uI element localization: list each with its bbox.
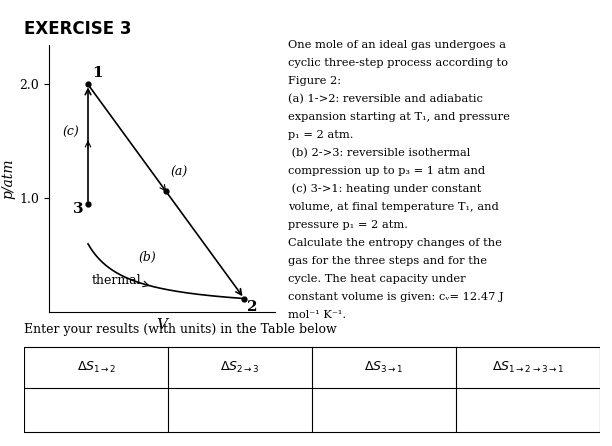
- Text: cyclic three-step process according to: cyclic three-step process according to: [288, 58, 507, 68]
- Text: expansion starting at T₁, and pressure: expansion starting at T₁, and pressure: [288, 112, 510, 122]
- Text: 1: 1: [92, 66, 103, 80]
- Text: EXERCISE 3: EXERCISE 3: [24, 20, 132, 38]
- Text: 2: 2: [247, 300, 258, 314]
- Text: (c) 3->1: heating under constant: (c) 3->1: heating under constant: [288, 184, 481, 194]
- Text: thermal: thermal: [92, 274, 141, 287]
- Text: $\Delta S_{1\rightarrow2}$: $\Delta S_{1\rightarrow2}$: [76, 360, 116, 375]
- Text: (c): (c): [62, 126, 80, 139]
- Text: One mole of an ideal gas undergoes a: One mole of an ideal gas undergoes a: [288, 40, 506, 50]
- Text: cycle. The heat capacity under: cycle. The heat capacity under: [288, 273, 465, 284]
- Text: (b): (b): [139, 251, 157, 264]
- Text: $\Delta S_{2\rightarrow3}$: $\Delta S_{2\rightarrow3}$: [220, 360, 260, 375]
- Text: Calculate the entropy changes of the: Calculate the entropy changes of the: [288, 238, 501, 248]
- Text: (a): (a): [170, 165, 187, 178]
- Text: $\Delta S_{3\rightarrow1}$: $\Delta S_{3\rightarrow1}$: [364, 360, 404, 375]
- Text: volume, at final temperature T₁, and: volume, at final temperature T₁, and: [288, 202, 498, 212]
- Text: (b) 2->3: reversible isothermal: (b) 2->3: reversible isothermal: [288, 148, 470, 158]
- X-axis label: V: V: [157, 318, 168, 332]
- Text: p₁ = 2 atm.: p₁ = 2 atm.: [288, 130, 353, 140]
- Text: (a) 1->2: reversible and adiabatic: (a) 1->2: reversible and adiabatic: [288, 94, 482, 104]
- Text: mol⁻¹ K⁻¹.: mol⁻¹ K⁻¹.: [288, 310, 346, 319]
- Y-axis label: p/atm: p/atm: [1, 158, 15, 198]
- Text: $\Delta S_{1\rightarrow2\rightarrow3\rightarrow1}$: $\Delta S_{1\rightarrow2\rightarrow3\rig…: [492, 360, 564, 375]
- Text: gas for the three steps and for the: gas for the three steps and for the: [288, 256, 487, 266]
- Text: constant volume is given: cᵥ= 12.47 J: constant volume is given: cᵥ= 12.47 J: [288, 292, 503, 301]
- Text: pressure p₁ = 2 atm.: pressure p₁ = 2 atm.: [288, 219, 408, 230]
- Text: Figure 2:: Figure 2:: [288, 76, 341, 86]
- Text: compression up to p₃ = 1 atm and: compression up to p₃ = 1 atm and: [288, 166, 485, 176]
- Text: Enter your results (with units) in the Table below: Enter your results (with units) in the T…: [24, 323, 337, 336]
- Text: 3: 3: [73, 202, 84, 215]
